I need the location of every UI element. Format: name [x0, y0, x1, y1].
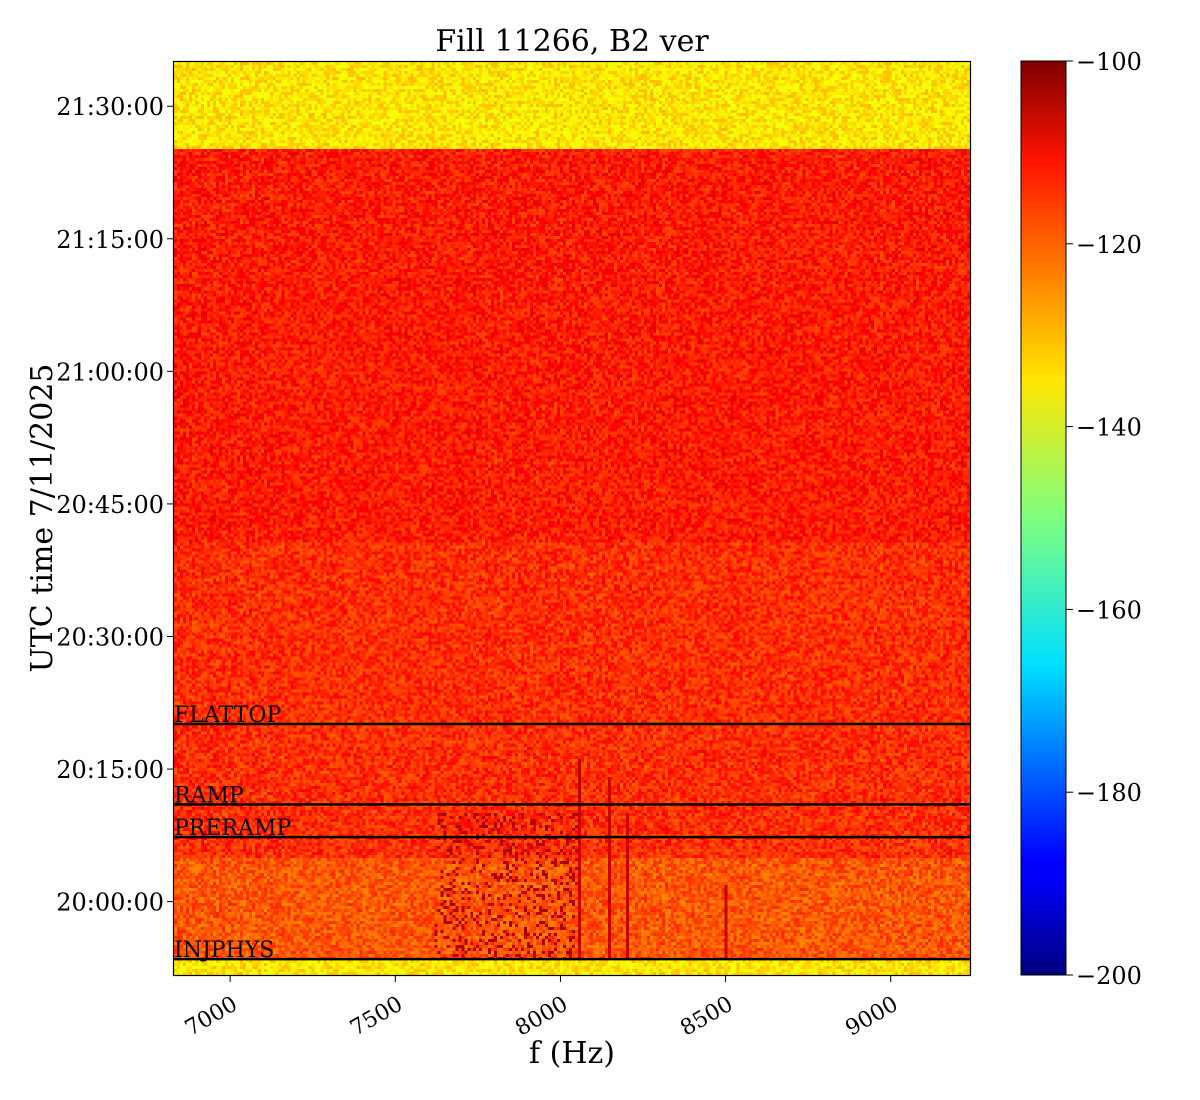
- phase-marker-label: FLATTOP: [174, 703, 281, 728]
- colorbar-tick-label: −140: [1076, 414, 1142, 442]
- x-axis-label: f (Hz): [529, 1036, 615, 1071]
- y-tick-label: 21:00:00: [56, 358, 164, 386]
- colorbar-tick-label: −100: [1076, 48, 1142, 76]
- y-axis-ticks: 20:00:00 20:15:00 20:30:00 20:45:00 21:00:00…: [56, 93, 174, 917]
- x-tick-label: 8500: [676, 992, 737, 1042]
- colorbar-ticks: −100 −120 −140 −160 −180 −200: [1066, 48, 1142, 990]
- x-axis-ticks: 7000 7500 8000 8500 9000: [181, 975, 903, 1041]
- plot-area: [174, 62, 970, 975]
- colorbar-tick-label: −180: [1076, 779, 1142, 807]
- phase-marker-label: RAMP: [174, 783, 244, 808]
- x-tick-label: 7000: [181, 992, 242, 1042]
- plot-frame: [172, 60, 972, 977]
- y-tick-label: 20:15:00: [56, 756, 164, 784]
- colorbar-tick-label: −200: [1076, 962, 1142, 990]
- y-tick-label: 20:00:00: [56, 889, 164, 917]
- chart-title: Fill 11266, B2 ver: [435, 24, 709, 59]
- colorbar: [1020, 60, 1067, 976]
- phase-marker-label: PRERAMP: [174, 816, 291, 841]
- phase-markers: INJPHYS PRERAMP RAMP FLATTOP: [174, 703, 970, 963]
- x-tick-label: 7500: [346, 992, 407, 1042]
- colorbar-tick-label: −120: [1076, 231, 1142, 259]
- colorbar-tick-label: −160: [1076, 596, 1142, 624]
- y-tick-label: 21:30:00: [56, 93, 164, 121]
- y-tick-label: 20:30:00: [56, 623, 164, 651]
- spectrogram-image: [174, 62, 970, 975]
- y-tick-label: 20:45:00: [56, 491, 164, 519]
- y-axis-label: UTC time 7/11/2025: [25, 364, 60, 673]
- phase-marker-label: INJPHYS: [174, 938, 274, 963]
- x-tick-label: 9000: [842, 992, 903, 1042]
- y-tick-label: 21:15:00: [56, 226, 164, 254]
- x-tick-label: 8000: [511, 992, 572, 1042]
